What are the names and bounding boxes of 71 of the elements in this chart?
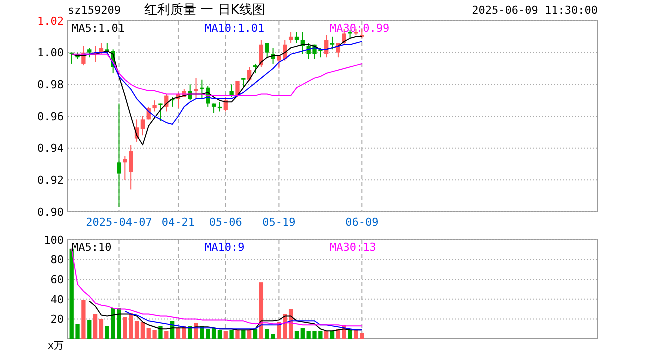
y-tick-label: 0.90 <box>38 206 64 219</box>
bar <box>88 320 92 339</box>
y-axis-title: x万 <box>48 341 64 352</box>
series-label: MA5:1.01 <box>72 22 125 35</box>
bar <box>158 326 163 339</box>
y-tick-label: 1.00 <box>38 46 64 60</box>
text: MA30:0.99 <box>330 22 390 35</box>
text: 2025-06-09 11:30:00 <box>472 4 598 17</box>
candlestick <box>324 34 329 58</box>
bar <box>82 300 86 339</box>
text: MA10:1.01 <box>205 22 265 35</box>
bar <box>330 331 335 339</box>
bar <box>93 314 98 339</box>
candlestick <box>230 84 234 98</box>
x-tick-label: 04-21 <box>162 216 196 229</box>
bar <box>176 328 181 339</box>
y-tick-label: 0.96 <box>38 110 64 124</box>
x-tick-label: 2025-04-07 <box>86 216 152 229</box>
candlestick <box>158 103 163 122</box>
bar <box>248 330 252 339</box>
y-tick-label: 80 <box>50 254 64 267</box>
bar <box>300 328 305 339</box>
bar <box>140 322 146 339</box>
candlestick <box>294 32 300 44</box>
bar <box>236 330 240 339</box>
candlestick <box>105 42 110 55</box>
y-tick-label: 100 <box>44 234 64 247</box>
y-tick-label: 0.94 <box>38 142 64 156</box>
x-tick-label: 05-06 <box>209 216 242 229</box>
candlestick <box>123 156 128 181</box>
line-series <box>124 310 363 331</box>
bar <box>324 331 329 339</box>
bar <box>123 317 128 339</box>
x-tick-label: 05-19 <box>262 216 296 229</box>
y-tick-label: 40 <box>50 293 64 306</box>
candlestick <box>236 80 240 98</box>
text: MA5:10 <box>72 241 112 254</box>
text: MA10:9 <box>205 241 245 254</box>
chart-title: 红利质量 一 日K线图 <box>144 3 266 18</box>
text: MA30:13 <box>330 241 376 254</box>
bar <box>230 330 234 339</box>
bar <box>134 321 140 339</box>
candlestick <box>265 42 270 58</box>
bar <box>129 313 134 339</box>
y-tick-label: 0.92 <box>38 174 64 188</box>
candlestick <box>152 100 157 112</box>
bar <box>259 282 264 339</box>
chart-subtitle: sz159209 <box>68 4 121 17</box>
bar <box>253 329 258 339</box>
y-tick-label: 1.02 <box>38 14 64 28</box>
bar <box>224 331 228 339</box>
x-tick-label: 06-09 <box>346 216 379 229</box>
bar <box>348 330 352 339</box>
bar <box>212 328 216 339</box>
candlestick <box>253 63 258 74</box>
y-tick-label: 60 <box>50 273 64 286</box>
candlestick <box>330 36 335 50</box>
candlestick <box>194 78 198 100</box>
bar <box>164 331 169 339</box>
candlestick <box>129 144 134 190</box>
y-tick-label: 0.98 <box>38 78 64 92</box>
candlestick <box>88 48 92 58</box>
candlestick <box>218 102 222 112</box>
bar <box>242 330 246 339</box>
bar <box>218 330 222 339</box>
bar <box>294 331 300 339</box>
candlestick <box>288 32 294 44</box>
y-tick-label: 20 <box>50 313 64 326</box>
bar <box>99 319 104 339</box>
candlestick <box>140 116 146 136</box>
bar <box>188 326 192 339</box>
